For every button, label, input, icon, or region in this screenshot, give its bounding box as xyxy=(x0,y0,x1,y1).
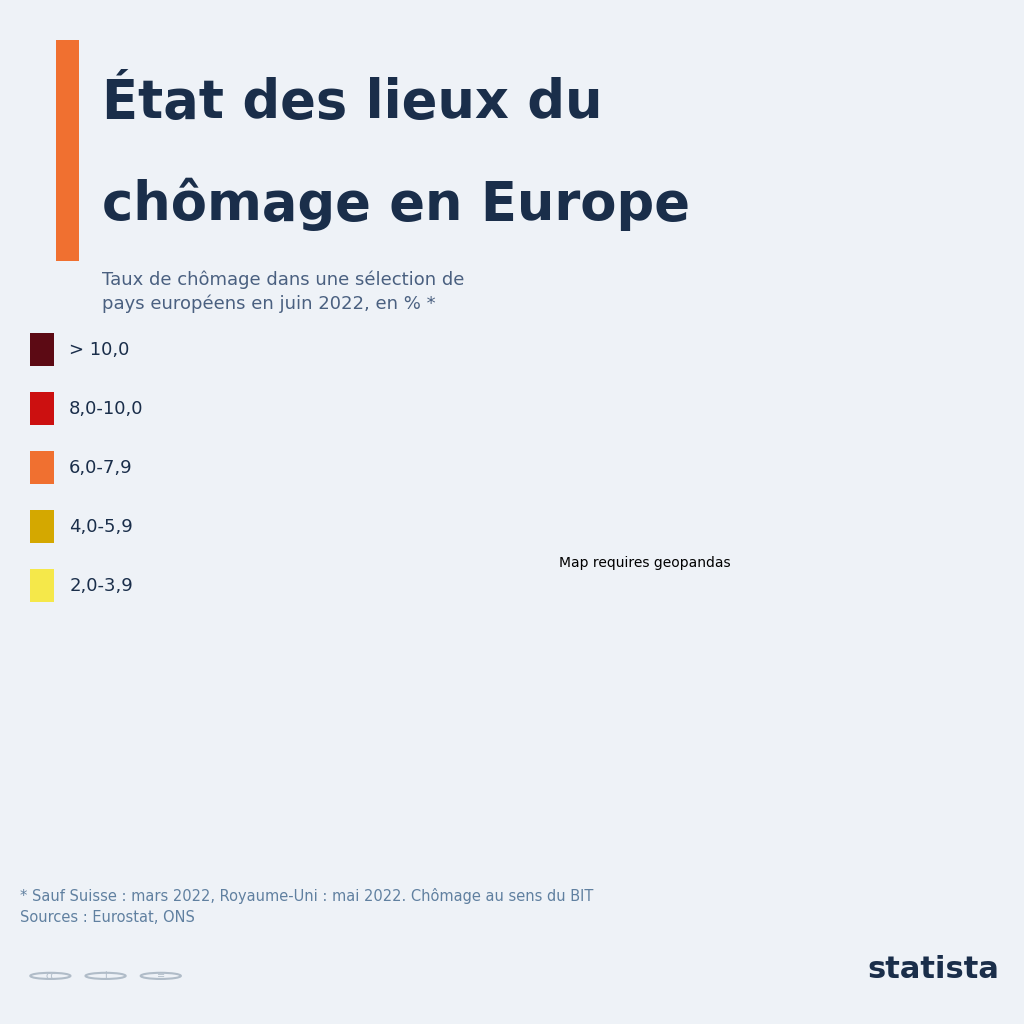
Text: 2,0-3,9: 2,0-3,9 xyxy=(70,577,133,595)
FancyBboxPatch shape xyxy=(30,569,54,602)
Text: =: = xyxy=(157,971,165,981)
Text: * Sauf Suisse : mars 2022, Royaume-Uni : mai 2022. Chômage au sens du BIT
Source: * Sauf Suisse : mars 2022, Royaume-Uni :… xyxy=(20,889,594,926)
Text: Map requires geopandas: Map requires geopandas xyxy=(559,556,731,570)
Text: 8,0-10,0: 8,0-10,0 xyxy=(70,399,143,418)
FancyBboxPatch shape xyxy=(30,392,54,425)
Text: chômage en Europe: chômage en Europe xyxy=(102,178,690,231)
Text: Taux de chômage dans une sélection de
pays européens en juin 2022, en % *: Taux de chômage dans une sélection de pa… xyxy=(102,270,465,313)
FancyBboxPatch shape xyxy=(30,510,54,543)
Text: i: i xyxy=(104,971,106,981)
Text: 4,0-5,9: 4,0-5,9 xyxy=(70,518,133,536)
Text: 6,0-7,9: 6,0-7,9 xyxy=(70,459,133,477)
FancyBboxPatch shape xyxy=(56,40,79,261)
FancyBboxPatch shape xyxy=(30,452,54,484)
Text: > 10,0: > 10,0 xyxy=(70,341,130,358)
Text: État des lieux du: État des lieux du xyxy=(102,77,603,129)
Text: statista: statista xyxy=(867,955,999,984)
Text: cc: cc xyxy=(45,971,55,981)
FancyBboxPatch shape xyxy=(30,334,54,367)
